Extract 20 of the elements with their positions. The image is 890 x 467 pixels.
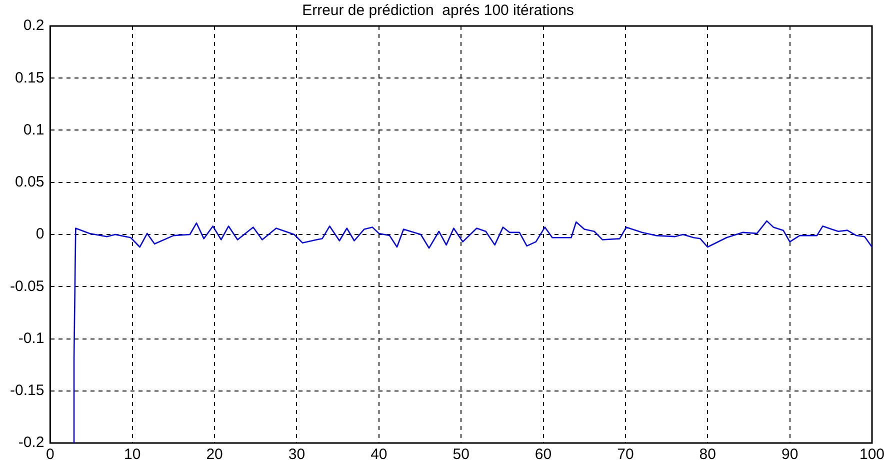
x-tick-label: 30 — [288, 446, 306, 464]
x-tick-label: 50 — [452, 446, 470, 464]
chart-title: Erreur de prédiction aprés 100 itérations — [302, 2, 574, 20]
y-tick-label: -0.2 — [18, 434, 44, 452]
y-tick-label: 0.05 — [14, 174, 44, 191]
x-tick-label: 90 — [781, 446, 798, 464]
y-tick-label: 0.2 — [23, 17, 44, 34]
x-tick-label: 40 — [370, 446, 388, 464]
x-tick-label: 80 — [699, 446, 716, 464]
x-tick-label: 10 — [124, 446, 141, 464]
x-tick-label: 100 — [859, 446, 885, 464]
y-tick-label: -0.15 — [10, 382, 44, 400]
x-tick-label: 70 — [617, 446, 634, 464]
y-tick-label: -0.05 — [10, 278, 44, 295]
x-tick-label: 60 — [534, 446, 552, 464]
y-tick-label: 0.1 — [23, 121, 44, 138]
y-tick-label: -0.1 — [18, 330, 44, 347]
x-tick-label: 20 — [206, 446, 223, 464]
y-tick-label: 0.15 — [14, 69, 44, 86]
y-tick-label: 0 — [36, 226, 44, 243]
